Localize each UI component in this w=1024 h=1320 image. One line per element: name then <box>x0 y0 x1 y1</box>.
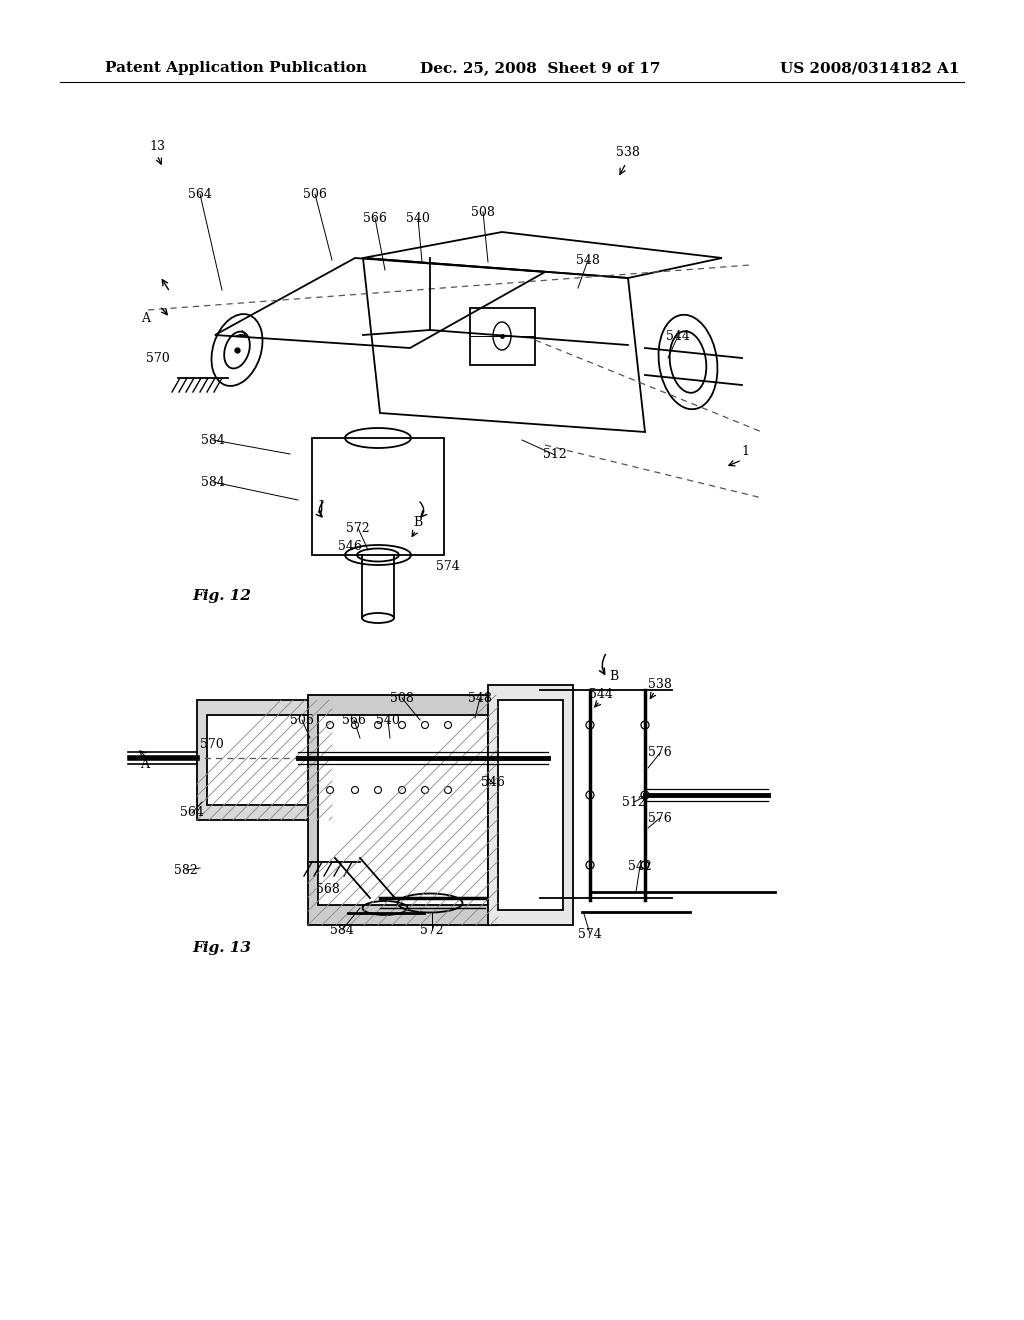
Text: 538: 538 <box>648 678 672 690</box>
Text: 572: 572 <box>346 521 370 535</box>
Text: Patent Application Publication: Patent Application Publication <box>105 61 367 75</box>
Text: 506: 506 <box>303 187 327 201</box>
Text: 508: 508 <box>471 206 495 219</box>
Text: 512: 512 <box>623 796 646 808</box>
Text: Fig. 12: Fig. 12 <box>193 589 251 603</box>
Text: 564: 564 <box>188 187 212 201</box>
Text: 584: 584 <box>330 924 354 936</box>
Text: 576: 576 <box>648 812 672 825</box>
Bar <box>197 700 332 820</box>
Text: 508: 508 <box>390 692 414 705</box>
Text: 582: 582 <box>174 863 198 876</box>
Text: 584: 584 <box>201 433 225 446</box>
Text: 570: 570 <box>200 738 224 751</box>
Text: 568: 568 <box>316 883 340 896</box>
Text: 544: 544 <box>666 330 690 342</box>
Text: 542: 542 <box>628 859 652 873</box>
Text: B: B <box>609 671 618 682</box>
Text: 546: 546 <box>338 540 361 553</box>
Bar <box>488 685 573 925</box>
Bar <box>207 715 322 805</box>
Text: 548: 548 <box>468 692 492 705</box>
Bar <box>308 696 498 925</box>
Text: A: A <box>141 312 150 325</box>
Bar <box>498 700 563 909</box>
Text: B: B <box>414 516 423 529</box>
Text: J: J <box>318 500 324 513</box>
Text: US 2008/0314182 A1: US 2008/0314182 A1 <box>780 61 959 75</box>
Text: 546: 546 <box>481 776 505 789</box>
Text: 584: 584 <box>201 475 225 488</box>
Text: 13: 13 <box>150 140 165 153</box>
Text: 1: 1 <box>741 445 749 458</box>
Text: 512: 512 <box>543 449 567 462</box>
Text: A: A <box>140 758 150 771</box>
Text: 538: 538 <box>616 147 640 158</box>
Text: 540: 540 <box>407 211 430 224</box>
Text: 544: 544 <box>589 688 613 701</box>
Text: 572: 572 <box>420 924 443 936</box>
Text: Fig. 13: Fig. 13 <box>193 941 251 954</box>
Text: 574: 574 <box>436 560 460 573</box>
Text: 548: 548 <box>577 253 600 267</box>
Bar <box>318 715 488 906</box>
Text: 566: 566 <box>364 211 387 224</box>
Text: 576: 576 <box>648 747 672 759</box>
Text: 570: 570 <box>146 352 170 366</box>
Text: 566: 566 <box>342 714 366 726</box>
Text: 574: 574 <box>579 928 602 940</box>
Text: 506: 506 <box>290 714 314 726</box>
Text: 564: 564 <box>180 807 204 820</box>
Text: Dec. 25, 2008  Sheet 9 of 17: Dec. 25, 2008 Sheet 9 of 17 <box>420 61 660 75</box>
Text: 540: 540 <box>376 714 400 726</box>
